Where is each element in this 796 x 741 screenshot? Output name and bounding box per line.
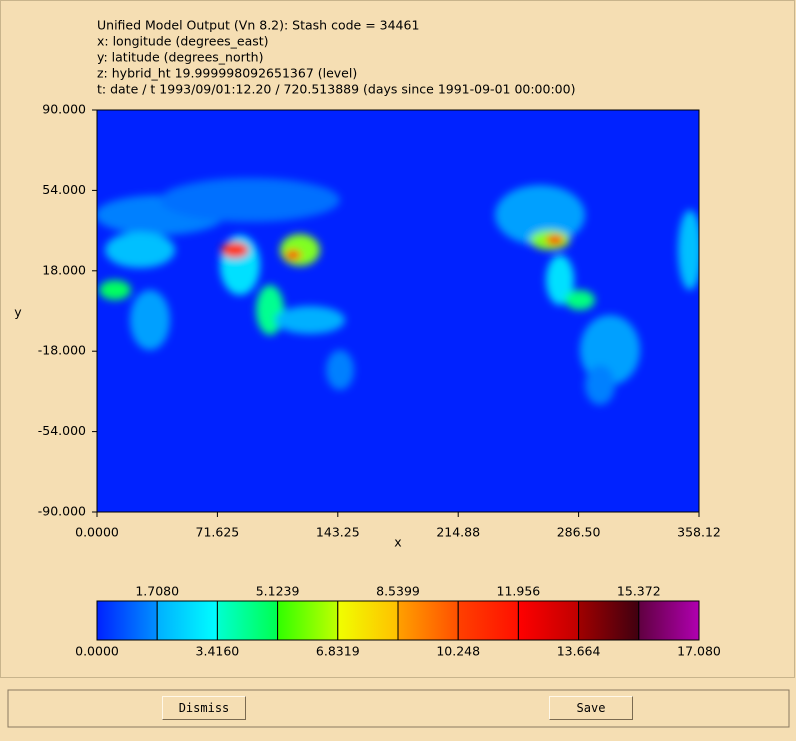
x-tick-label: 286.50	[557, 525, 601, 540]
button-bar	[7, 689, 790, 728]
plot-area	[97, 110, 699, 512]
x-tick-label: 358.12	[677, 525, 721, 540]
y-tick-label: -54.000	[38, 423, 86, 438]
colorbar-bottom-label: 6.8319	[316, 644, 360, 659]
x-axis-label: x	[394, 535, 401, 550]
header: Unified Model Output (Vn 8.2): Stash cod…	[97, 18, 575, 97]
y-tick-label: 90.000	[42, 102, 86, 117]
header-line: t: date / t 1993/09/01:12.20 / 720.51388…	[97, 82, 575, 97]
dismiss-button[interactable]: Dismiss	[162, 696, 246, 720]
colorbar-bottom-label: 17.080	[677, 644, 721, 659]
x-tick-label: 143.25	[316, 525, 360, 540]
x-tick-label: 0.0000	[75, 525, 119, 540]
colorbar-top-label: 8.5399	[376, 584, 420, 599]
plot-frame	[96, 109, 700, 513]
save-button[interactable]: Save	[549, 696, 633, 720]
colorbar-top-label: 15.372	[617, 584, 661, 599]
header-line: y: latitude (degrees_north)	[97, 50, 263, 65]
header-line: z: hybrid_ht 19.999998092651367 (level)	[97, 66, 357, 81]
y-tick-label: 18.000	[42, 262, 86, 277]
x-tick-label: 214.88	[436, 525, 480, 540]
header-line: x: longitude (degrees_east)	[97, 34, 269, 49]
y-tick-label: -18.000	[38, 343, 86, 358]
colorbar-bottom-label: 0.0000	[75, 644, 119, 659]
y-tick-label: -90.000	[38, 504, 86, 519]
colorbar: 1.7080 5.1239 8.5399 11.956 15.372 0.0000 3.41…	[75, 584, 721, 659]
colorbar-top-label: 1.7080	[135, 584, 179, 599]
y-axis-label: y	[14, 305, 22, 320]
x-tick-label: 71.625	[196, 525, 240, 540]
field-map	[97, 178, 699, 405]
colorbar-top-label: 5.1239	[256, 584, 300, 599]
colorbar-bottom-label: 3.4160	[196, 644, 240, 659]
header-line: Unified Model Output (Vn 8.2): Stash cod…	[97, 18, 419, 33]
axes: 0.0000 71.625 143.25 214.88 286.50 358.12 90.0…	[14, 102, 721, 550]
colorbar-bottom-label: 13.664	[557, 644, 601, 659]
colorbar-bottom-label: 10.248	[436, 644, 480, 659]
panel-border	[0, 0, 795, 678]
y-tick-label: 54.000	[42, 182, 86, 197]
colorbar-top-label: 11.956	[497, 584, 541, 599]
